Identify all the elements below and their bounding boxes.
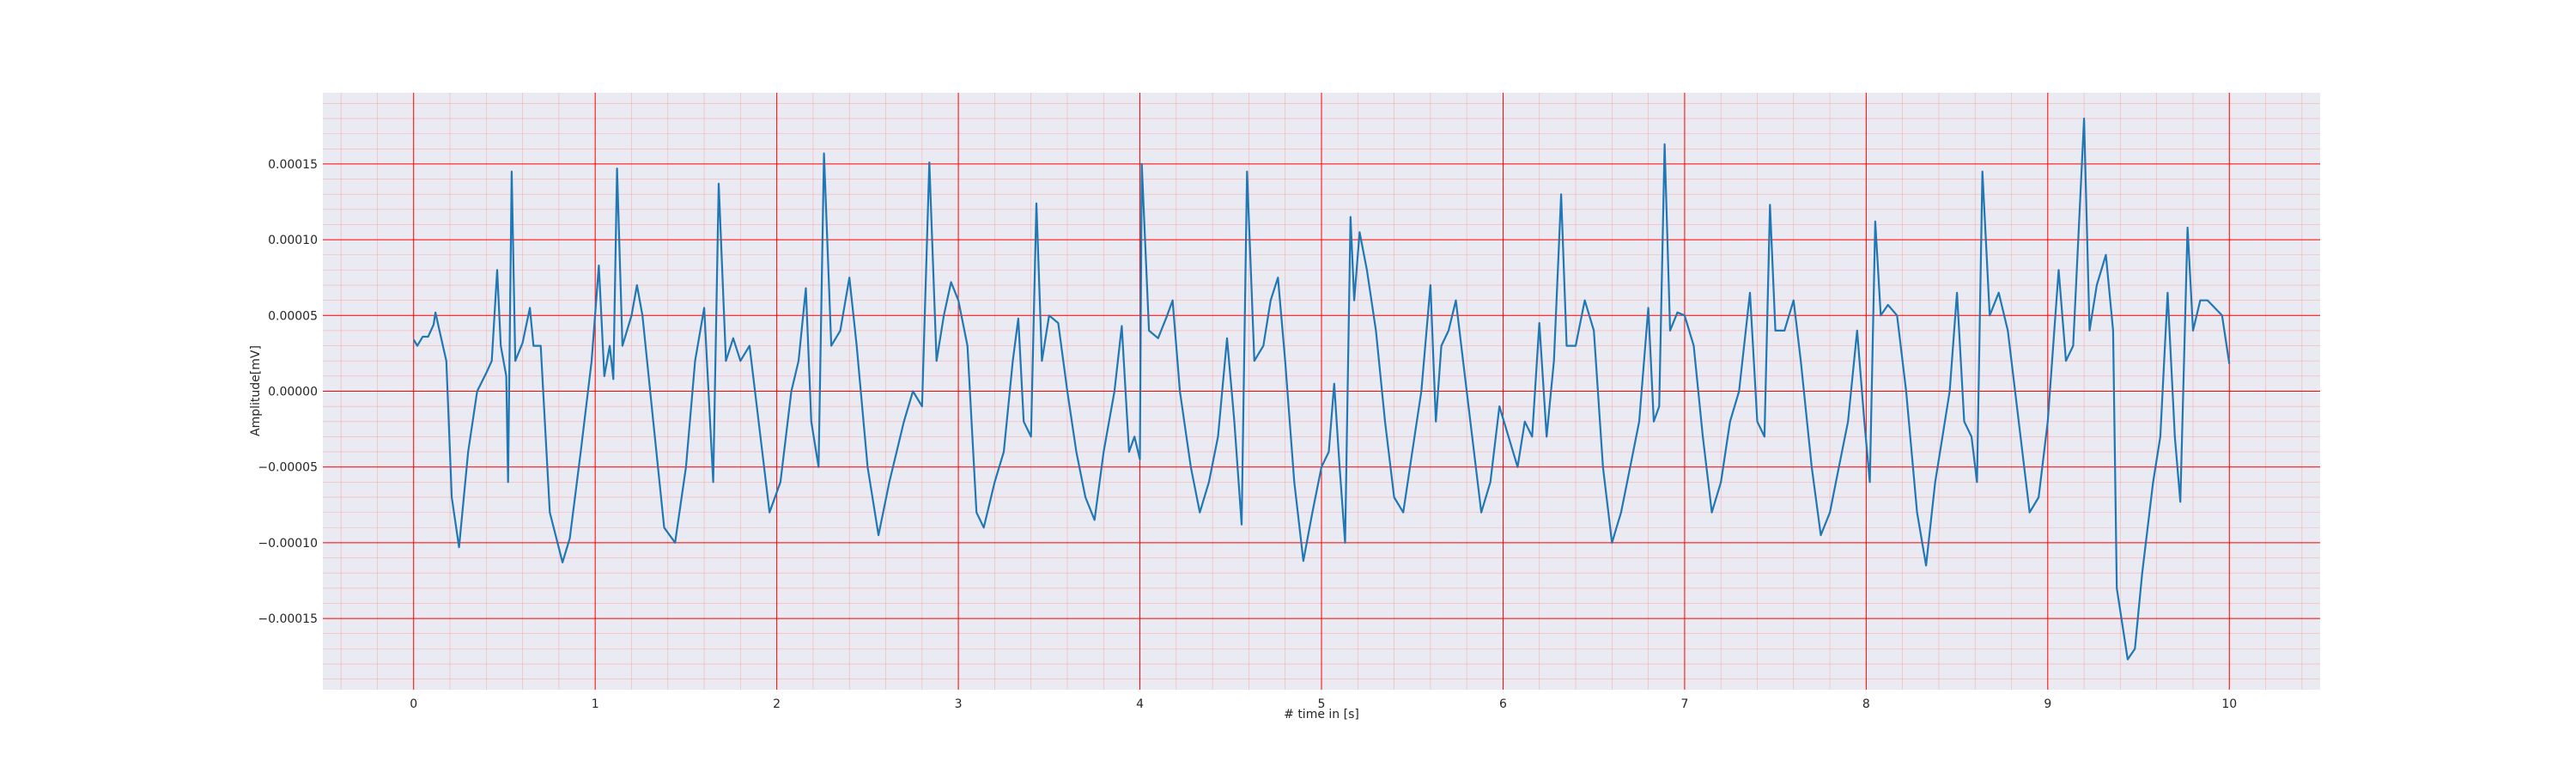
x-tick-label: 2 [773, 697, 781, 711]
x-tick-label: 8 [1862, 697, 1870, 711]
x-tick-label: 0 [410, 697, 417, 711]
x-tick-label: 9 [2044, 697, 2051, 711]
y-tick-label: −0.00005 [258, 461, 318, 475]
y-tick-label: −0.00010 [258, 537, 318, 551]
x-tick-label: 4 [1136, 697, 1144, 711]
x-axis-label: # time in [s] [1284, 708, 1359, 721]
y-tick-label: 0.00000 [268, 386, 318, 399]
y-axis-label: Amplitude[mV] [249, 345, 263, 436]
x-tick-label: 6 [1499, 697, 1507, 711]
y-tick-label: 0.00005 [268, 309, 318, 323]
x-tick-label: 7 [1680, 697, 1688, 711]
y-tick-label: 0.00015 [268, 158, 318, 172]
y-tick-label: 0.00010 [268, 234, 318, 247]
x-tick-label: 1 [592, 697, 599, 711]
y-tick-label: −0.00015 [258, 612, 318, 626]
y-tick-labels: 0.00015 0.00010 0.00005 0.00000 −0.00005 −0.0… [258, 158, 318, 626]
x-tick-label: 5 [1318, 697, 1326, 711]
x-tick-labels: 0 1 2 3 4 5 6 7 8 9 10 [410, 697, 2237, 711]
signal-line [412, 117, 2231, 660]
x-tick-label: 3 [955, 697, 963, 711]
x-tick-label: 10 [2221, 697, 2237, 711]
